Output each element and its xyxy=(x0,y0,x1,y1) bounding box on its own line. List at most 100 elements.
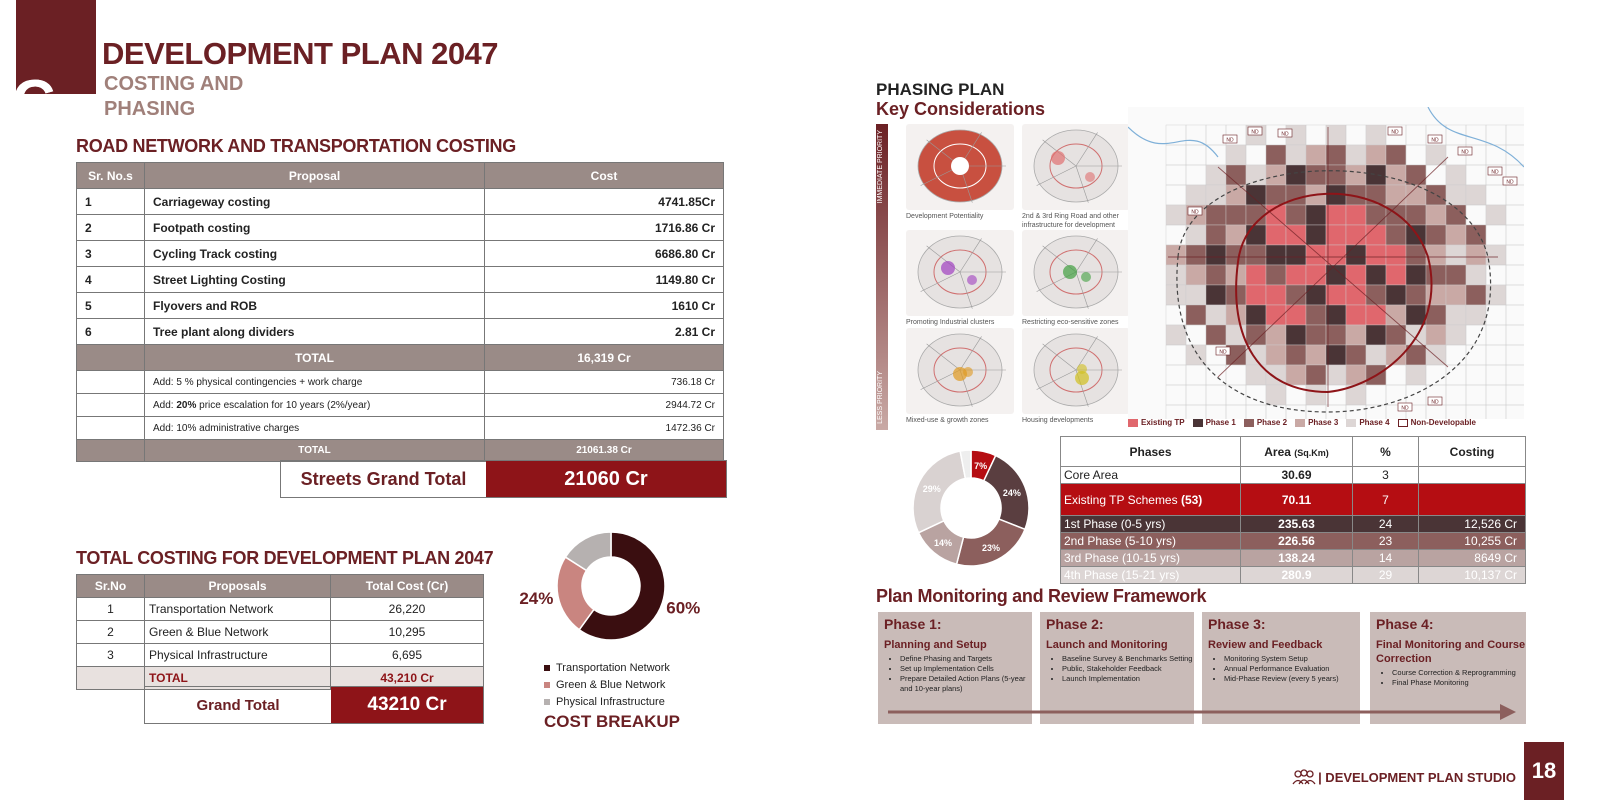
area-cell: 138.24 xyxy=(1240,549,1353,567)
list-item: Define Phasing and Targets xyxy=(900,654,1032,664)
cost-cell: 4741.85Cr xyxy=(484,188,724,215)
cost-cell: 1610 Cr xyxy=(484,292,724,319)
phase-label: Phase 2: xyxy=(1046,616,1104,632)
blank-cell xyxy=(76,344,145,371)
table-row: 1 Carriageway costing 4741.85Cr xyxy=(76,188,724,215)
legend-label: Phase 3 xyxy=(1308,418,1339,427)
slice-5 xyxy=(959,450,972,480)
addition-text: Add: 10% administrative charges xyxy=(144,416,485,440)
table-row: 2nd Phase (5-10 yrs) 226.56 23 10,255 Cr xyxy=(1060,532,1526,550)
sr-cell: 4 xyxy=(76,266,145,293)
legend-label: Existing TP xyxy=(1141,418,1185,427)
consideration-map xyxy=(906,328,1014,414)
phase-heading: Review and Feedback xyxy=(1208,639,1323,651)
consideration-maps: Development Potentiality 2nd & 3rd Ring R… xyxy=(900,124,1130,430)
sr-cell: 3 xyxy=(76,240,145,267)
phases-table: Phases Area (Sq.Km) % Costing Core Area 3… xyxy=(1060,436,1526,584)
grand-total-value: 21060 Cr xyxy=(486,461,726,497)
list-item: Monitoring System Setup xyxy=(1224,654,1360,664)
phasing-subtitle: Key Considerations xyxy=(876,99,1046,119)
table-row: 2 Footpath costing 1716.86 Cr xyxy=(76,214,724,241)
section-marker xyxy=(16,0,96,124)
total-costing-table: Sr.No Proposals Total Cost (Cr) 1 Transpo… xyxy=(76,574,484,690)
list-item: Annual Performance Evaluation xyxy=(1224,664,1360,674)
non-developable-marker: ND xyxy=(1502,176,1518,186)
list-item: Launch Implementation xyxy=(1062,674,1194,684)
page-subtitle: COSTING AND PHASING xyxy=(104,73,244,120)
priority-bottom-label: LESS PRIORITY xyxy=(877,371,884,424)
map-legend-item: Phase 4 xyxy=(1346,418,1390,427)
legend-label: Non-Developable xyxy=(1410,418,1476,427)
phase-cell: 2nd Phase (5-10 yrs) xyxy=(1060,532,1241,550)
list-item: Set up Implementation Cells xyxy=(900,664,1032,674)
table-row: 3 Physical Infrastructure 6,695 xyxy=(76,643,484,667)
table-row: 4th Phase (15-21 yrs) 280.9 29 10,137 Cr xyxy=(1060,566,1526,584)
consideration-caption: Mixed-use & growth zones xyxy=(906,417,989,424)
slice-label: 24% xyxy=(1003,488,1021,498)
cost-cell xyxy=(1418,483,1526,516)
non-developable-marker: ND xyxy=(1187,206,1203,216)
legend-item: Transportation Network xyxy=(544,660,670,677)
consideration-map xyxy=(1022,124,1130,210)
legend-label: Phase 1 xyxy=(1205,418,1236,427)
legend-swatch xyxy=(544,665,550,672)
footer-label: | DEVELOPMENT PLAN STUDIO xyxy=(1290,768,1516,786)
phase-box: Phase 1: Planning and Setup Define Phasing… xyxy=(878,612,1032,724)
priority-strip: IMMEDIATE PRIORITY LESS PRIORITY xyxy=(876,124,888,430)
column-header: Costing xyxy=(1418,436,1526,467)
phase-heading: Final Monitoring and Course Correction xyxy=(1376,639,1526,665)
table-row: 6 Tree plant along dividers 2.81 Cr xyxy=(76,318,724,345)
non-developable-marker: ND xyxy=(1215,346,1231,356)
proposal-cell: Footpath costing xyxy=(144,214,485,241)
sr-cell: 3 xyxy=(76,643,145,667)
table-row: Core Area 30.69 3 xyxy=(1060,466,1526,484)
cost-cell: 12,526 Cr xyxy=(1418,515,1526,533)
column-header: Sr. No.s xyxy=(76,162,145,189)
svg-text:ND: ND xyxy=(1251,130,1259,136)
grand-total-label: Streets Grand Total xyxy=(300,468,467,489)
column-header: % xyxy=(1352,436,1419,467)
phase-cell: 1st Phase (0-5 yrs) xyxy=(1060,515,1241,533)
phase-cell: 3rd Phase (10-15 yrs) xyxy=(1060,549,1241,567)
list-item: Public, Stakeholder Feedback xyxy=(1062,664,1194,674)
phase-tasks: Define Phasing and TargetsSet up Impleme… xyxy=(900,654,1032,694)
column-header: Total Cost (Cr) xyxy=(330,574,484,598)
monitoring-title: Plan Monitoring and Review Framework xyxy=(876,586,1207,606)
legend-swatch xyxy=(1243,418,1254,427)
sr-cell: 6 xyxy=(76,318,145,345)
percent-cell: 29 xyxy=(1352,566,1419,584)
area-cell: 226.56 xyxy=(1240,532,1353,550)
consideration-caption: Promoting Industrial clusters xyxy=(906,319,995,326)
legend-item: Physical Infrastructure xyxy=(544,694,670,711)
addition-row: Add: 5 % physical contingencies + work c… xyxy=(76,370,724,394)
table-row: 4 Street Lighting Costing 1149.80 Cr xyxy=(76,266,724,293)
legend-label: Phase 2 xyxy=(1256,418,1288,427)
addition-row: Add: 20% price escalation for 10 years (… xyxy=(76,393,724,417)
svg-text:ND: ND xyxy=(1281,132,1289,138)
area-cell: 280.9 xyxy=(1240,566,1353,584)
consideration-map xyxy=(1022,230,1130,316)
table-row: 3 Cycling Track costing 6686.80 Cr xyxy=(76,240,724,267)
legend-label: Phase 4 xyxy=(1359,418,1390,427)
addition-row: Add: 10% administrative charges 1472.36 C… xyxy=(76,416,724,440)
svg-text:ND: ND xyxy=(1219,350,1227,356)
total-label: TOTAL xyxy=(144,344,485,371)
phase-label: Phase 3: xyxy=(1208,616,1266,632)
column-header: Sr.No xyxy=(76,574,145,598)
addition-value: 736.18 Cr xyxy=(484,370,724,394)
svg-text:ND: ND xyxy=(1191,210,1199,216)
list-item: Prepare Detailed Action Plans (5-year an… xyxy=(900,674,1032,694)
table-row: 2 Green & Blue Network 10,295 xyxy=(76,620,484,644)
svg-text:ND: ND xyxy=(1491,170,1499,176)
sr-cell: 5 xyxy=(76,292,145,319)
map-legend-item: Phase 2 xyxy=(1243,418,1288,427)
cost-cell: 2.81 Cr xyxy=(484,318,724,345)
consideration-map xyxy=(906,230,1014,316)
table-row: 3rd Phase (10-15 yrs) 138.24 14 8649 Cr xyxy=(1060,549,1526,567)
priority-top-label: IMMEDIATE PRIORITY xyxy=(877,130,884,204)
consideration-caption: Restricting eco-sensitive zones xyxy=(1022,319,1119,326)
column-header: Area (Sq.Km) xyxy=(1240,436,1353,467)
grand-total-label: Grand Total xyxy=(196,696,280,714)
addition-value: 2944.72 Cr xyxy=(484,393,724,417)
legend-item: Green & Blue Network xyxy=(544,677,670,694)
